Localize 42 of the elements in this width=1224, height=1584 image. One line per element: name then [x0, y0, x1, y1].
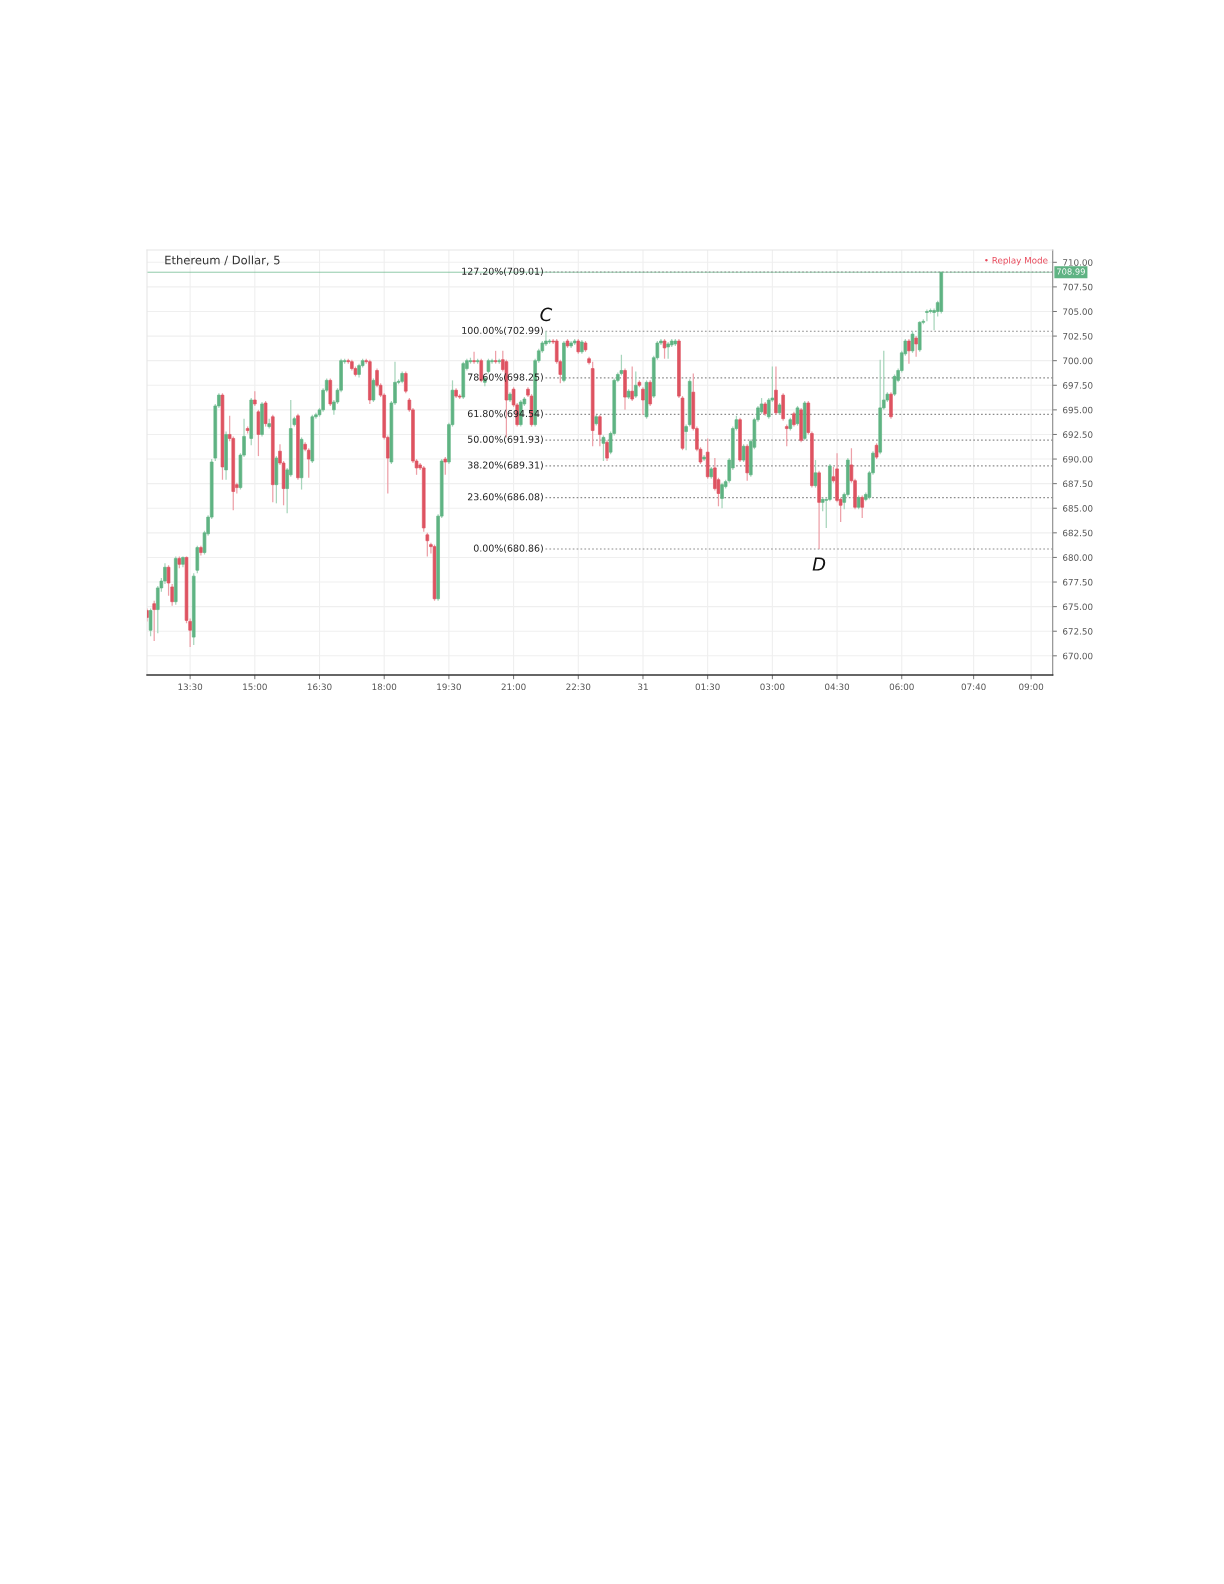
- y-tick-label: 670.00: [1063, 652, 1093, 660]
- y-tick-label: 680.00: [1063, 554, 1093, 561]
- x-tick-label: 16:30: [307, 683, 332, 691]
- ref-line-label: 38.20%(689.31): [467, 461, 543, 470]
- ref-line-label: 708.99: [1057, 268, 1085, 275]
- x-tick-label: 18:00: [372, 683, 397, 691]
- ref-line-label: 23.60%(686.08): [467, 493, 543, 502]
- y-tick-label: 672.50: [1063, 628, 1093, 635]
- y-tick-label: 705.00: [1063, 308, 1093, 315]
- ref-line-label: 100.00%(702.99): [462, 326, 543, 336]
- x-tick-label: 31: [638, 683, 648, 691]
- x-tick-label: 06:00: [889, 683, 914, 691]
- chart-title: Ethereum / Dollar, 5: [165, 255, 280, 266]
- x-tick-label: 03:00: [760, 683, 785, 691]
- y-tick-label: 677.50: [1063, 578, 1093, 586]
- x-tick-label: 07:40: [961, 683, 986, 691]
- annotation: D: [812, 557, 826, 571]
- x-tick-label: 15:00: [243, 683, 267, 691]
- y-tick-label: 692.50: [1063, 431, 1093, 438]
- ref-line-label: 0.00%(680.86): [473, 544, 543, 553]
- x-tick-label: 19:30: [437, 683, 461, 691]
- y-tick-label: 700.00: [1063, 357, 1093, 365]
- y-tick-label: 707.50: [1063, 283, 1093, 291]
- annotation: C: [540, 307, 553, 322]
- annotation: • Replay Mode: [985, 256, 1048, 266]
- y-tick-label: 702.50: [1063, 332, 1093, 340]
- y-tick-label: 710.00: [1063, 259, 1093, 266]
- y-tick-label: 682.50: [1063, 529, 1093, 537]
- y-tick-label: 685.00: [1063, 505, 1093, 512]
- ref-line-label: 127.20%(709.01): [462, 267, 543, 276]
- x-tick-label: 21:00: [501, 683, 526, 691]
- x-tick-label: 09:00: [1019, 683, 1044, 691]
- y-tick-label: 687.50: [1063, 480, 1093, 488]
- x-tick-label: 01:30: [695, 683, 720, 691]
- x-tick-label: 04:30: [825, 683, 850, 691]
- y-tick-label: 695.00: [1063, 406, 1093, 414]
- y-tick-label: 697.50: [1063, 382, 1093, 389]
- x-tick-label: 22:30: [566, 683, 591, 691]
- y-tick-label: 675.00: [1063, 603, 1093, 611]
- ref-line-label: 50.00%(691.93): [468, 435, 543, 444]
- y-tick-label: 690.00: [1063, 455, 1093, 463]
- x-tick-label: 13:30: [178, 683, 203, 691]
